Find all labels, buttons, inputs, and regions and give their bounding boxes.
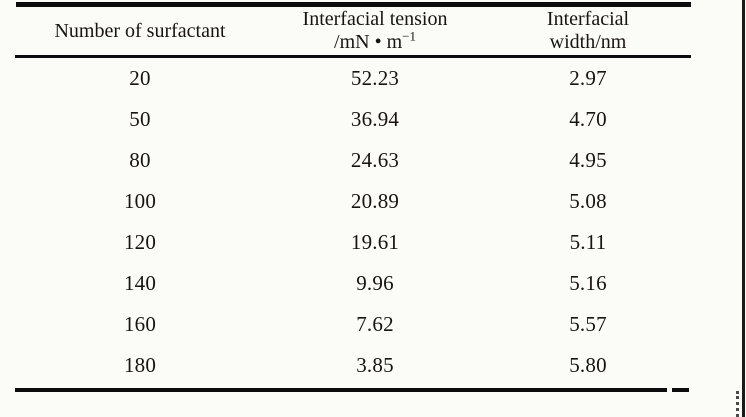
cell-surfactant: 20 [129, 66, 151, 90]
header-label: Number of surfactant [54, 19, 226, 42]
header-unit: /mN • m−1 [265, 28, 485, 54]
cell-tension: 36.94 [350, 107, 400, 131]
table-row: 120 19.61 5.11 [15, 222, 691, 263]
col-header-number-of-surfactant: Number of surfactant [15, 7, 265, 58]
unit-base: /mN • m [334, 31, 403, 53]
cell-width: 5.80 [569, 353, 607, 377]
table-row: 80 24.63 4.95 [15, 140, 691, 181]
cell-surfactant: 140 [123, 271, 157, 295]
cell-width: 4.95 [569, 148, 607, 172]
col-header-interfacial-tension: Interfacial tension /mN • m−1 [265, 7, 485, 58]
table-bottom-rule-dash-artifact [672, 388, 689, 392]
cell-tension: 7.62 [356, 312, 394, 336]
cell-surfactant: 160 [123, 312, 157, 336]
cell-surfactant: 80 [129, 148, 151, 172]
cell-tension: 52.23 [350, 66, 400, 90]
cell-tension: 19.61 [350, 230, 400, 254]
cell-width: 4.70 [569, 107, 607, 131]
cell-tension: 24.63 [350, 148, 400, 172]
header-label: Interfacial tension [302, 8, 448, 30]
table-row: 100 20.89 5.08 [15, 181, 691, 222]
cell-surfactant: 120 [123, 230, 157, 254]
cell-width: 5.11 [569, 230, 607, 254]
table-top-rule [16, 2, 691, 7]
scan-dotted-artifact [736, 391, 739, 417]
cell-surfactant: 180 [123, 353, 157, 377]
table-row: 180 3.85 5.80 [15, 345, 691, 386]
cell-width: 5.08 [569, 189, 607, 213]
cell-surfactant: 50 [129, 107, 151, 131]
header-unit: width/nm [549, 31, 627, 53]
cell-width: 5.16 [569, 271, 607, 295]
cell-tension: 20.89 [350, 189, 400, 213]
header-label: Interfacial [546, 8, 630, 30]
table-row: 160 7.62 5.57 [15, 304, 691, 345]
surfactant-interfacial-table: Number of surfactant Interfacial tension… [15, 7, 691, 386]
cell-tension: 3.85 [356, 353, 394, 377]
table-row: 50 36.94 4.70 [15, 99, 691, 140]
scan-edge-line [742, 0, 745, 417]
table-row: 140 9.96 5.16 [15, 263, 691, 304]
cell-surfactant: 100 [123, 189, 157, 213]
unit-exponent: −1 [402, 28, 416, 44]
header-row: Number of surfactant Interfacial tension… [15, 7, 691, 58]
cell-width: 5.57 [569, 312, 607, 336]
cell-tension: 9.96 [356, 271, 394, 295]
cell-width: 2.97 [569, 66, 607, 90]
table-row: 20 52.23 2.97 [15, 57, 691, 100]
col-header-interfacial-width: Interfacial width/nm [485, 7, 691, 58]
table-bottom-rule [15, 388, 667, 392]
